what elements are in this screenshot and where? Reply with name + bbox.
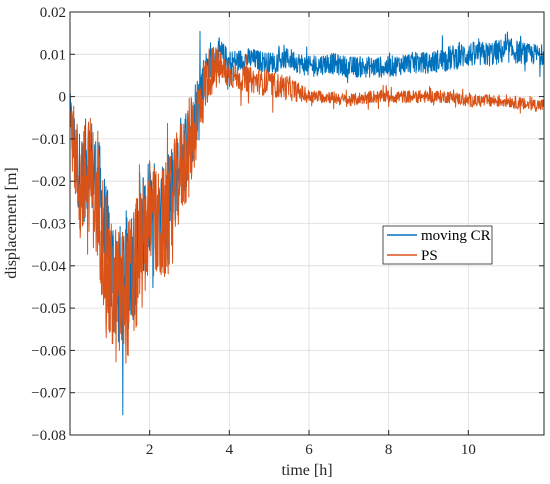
x-tick-label: 6 xyxy=(305,442,313,458)
y-axis-label: displacement [m] xyxy=(3,167,20,279)
legend-box xyxy=(382,225,493,265)
x-tick-label: 2 xyxy=(146,442,154,458)
legend-label-ps: PS xyxy=(421,248,438,264)
y-tick-label: 0.02 xyxy=(40,5,66,21)
y-tick-label: 0 xyxy=(59,90,67,106)
y-tick-label: −0.06 xyxy=(31,343,66,359)
y-tick-label: −0.03 xyxy=(31,217,66,233)
series-line-moving-cr xyxy=(70,30,544,416)
y-tick-label: −0.01 xyxy=(31,132,66,148)
x-tick-label: 10 xyxy=(461,442,476,458)
y-tick-label: −0.07 xyxy=(31,386,66,402)
y-tick-label: −0.05 xyxy=(31,301,66,317)
series-line-ps xyxy=(70,46,544,364)
y-tick-label: −0.04 xyxy=(31,259,66,275)
x-tick-label: 8 xyxy=(385,442,393,458)
y-tick-label: −0.08 xyxy=(31,428,66,444)
x-tick-label: 4 xyxy=(226,442,234,458)
y-tick-label: 0.01 xyxy=(40,47,66,63)
y-tick-label: −0.02 xyxy=(31,174,66,190)
ticks: 2 4 6 8 10 −0.08 −0.07 −0.06 −0.05 −0.04 −0.03 −0.0… xyxy=(31,5,544,458)
series-layer xyxy=(70,30,544,416)
legend: moving CR PS xyxy=(382,225,493,265)
legend-label-moving-cr: moving CR xyxy=(421,228,491,244)
x-axis-label: time [h] xyxy=(281,462,332,479)
